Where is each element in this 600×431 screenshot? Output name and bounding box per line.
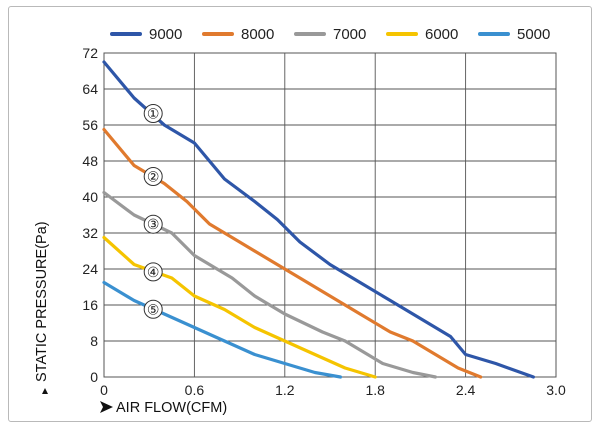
y-tick-label: 48 bbox=[82, 153, 98, 169]
curve-marker-circle bbox=[143, 262, 163, 282]
series-line-5000 bbox=[102, 280, 343, 379]
x-tick-labels: 0 0.6 1.2 1.8 2.4 3.0 bbox=[100, 382, 566, 398]
y-tick-label: 64 bbox=[82, 81, 98, 97]
curve-marker-circle bbox=[143, 214, 163, 234]
curve-marker-circle bbox=[143, 299, 163, 319]
y-tick-label: 16 bbox=[82, 297, 98, 313]
x-axis-title-group: AIR FLOW(CFM) bbox=[100, 400, 227, 416]
chart-frame bbox=[8, 6, 592, 422]
legend-label: 8000 bbox=[241, 26, 274, 43]
x-tick-label: 0.6 bbox=[185, 382, 205, 398]
y-tick-label: 0 bbox=[90, 369, 98, 385]
curve-marker-label: ② bbox=[147, 169, 160, 185]
series-line-9000 bbox=[102, 60, 536, 379]
curve-marker-label: ④ bbox=[147, 264, 160, 280]
series-lines bbox=[102, 60, 536, 379]
y-tick-label: 32 bbox=[82, 225, 98, 241]
curve-markers: ① ② ③ ④ ⑤ bbox=[143, 104, 163, 319]
y-tick-label: 8 bbox=[90, 333, 98, 349]
y-tick-label: 56 bbox=[82, 117, 98, 133]
x-tick-label: 2.4 bbox=[456, 382, 476, 398]
x-tick-label: 3.0 bbox=[546, 382, 566, 398]
y-tick-label: 40 bbox=[82, 189, 98, 205]
x-tick-label: 1.2 bbox=[275, 382, 295, 398]
curve-marker-label: ③ bbox=[147, 216, 160, 232]
series-line-7000 bbox=[102, 190, 438, 379]
y-axis-title: STATIC PRESSURE(Pa) bbox=[34, 221, 50, 382]
legend-label: 9000 bbox=[149, 26, 182, 43]
legend-label: 5000 bbox=[517, 26, 550, 43]
curve-marker-circle bbox=[143, 104, 163, 123]
y-tick-label: 72 bbox=[82, 45, 98, 61]
legend-label: 6000 bbox=[425, 26, 458, 43]
legend: 9000 8000 7000 6000 5000 bbox=[110, 26, 550, 43]
y-tick-labels: 0 8 16 24 32 40 48 56 64 72 bbox=[82, 45, 98, 385]
x-axis-arrow-icon bbox=[100, 401, 113, 413]
y-tick-label: 24 bbox=[82, 261, 98, 277]
x-axis-title: AIR FLOW(CFM) bbox=[116, 400, 227, 416]
curve-marker-label: ① bbox=[147, 106, 160, 122]
legend-label: 7000 bbox=[333, 26, 366, 43]
curve-marker-circle bbox=[143, 167, 163, 186]
grid bbox=[103, 52, 557, 378]
x-tick-label: 0 bbox=[100, 382, 108, 398]
x-tick-label: 1.8 bbox=[365, 382, 385, 398]
plot-area-border bbox=[103, 52, 557, 378]
curve-marker-label: ⑤ bbox=[147, 301, 160, 317]
y-axis-arrow-icon bbox=[42, 388, 48, 394]
y-axis-title-group: STATIC PRESSURE(Pa) bbox=[34, 221, 50, 394]
series-line-8000 bbox=[102, 127, 483, 379]
